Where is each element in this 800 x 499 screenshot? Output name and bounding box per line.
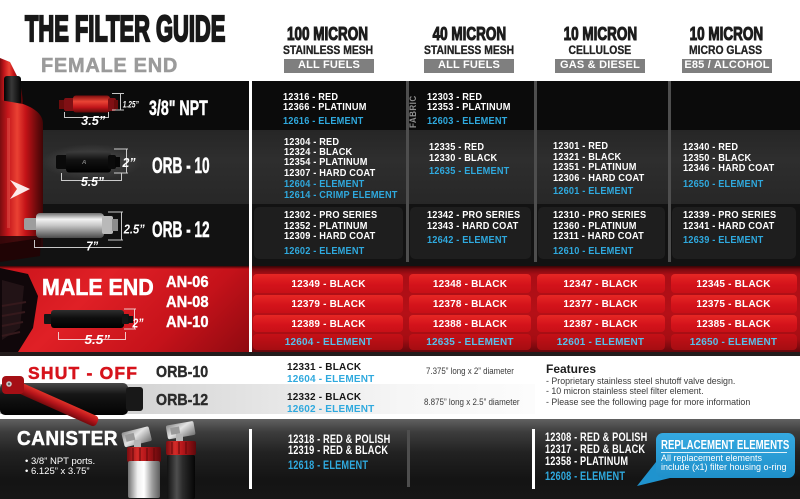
svg-text:7”: 7” — [86, 240, 99, 254]
svg-text:5.5”: 5.5” — [81, 174, 104, 189]
svg-text:5.5”: 5.5” — [85, 332, 111, 347]
svg-text:1.25”: 1.25” — [123, 100, 139, 111]
svg-text:2”: 2” — [132, 317, 144, 331]
svg-text:3.5”: 3.5” — [81, 114, 106, 128]
svg-text:2.5”: 2.5” — [123, 223, 146, 237]
svg-text:2”: 2” — [122, 156, 137, 170]
svg-text:A: A — [81, 160, 86, 166]
